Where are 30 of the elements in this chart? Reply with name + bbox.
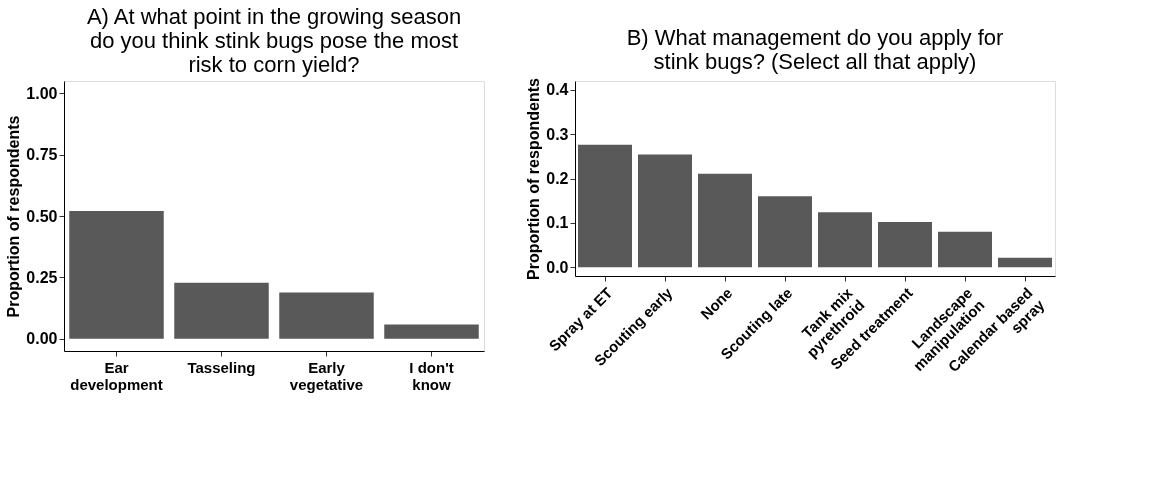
bar — [758, 196, 812, 268]
bar — [384, 324, 479, 339]
y-tick-label: 0.0 — [546, 258, 569, 276]
y-tick-label: 1.00 — [26, 84, 58, 102]
bar — [818, 212, 872, 268]
y-tick-label: 0.00 — [26, 330, 58, 348]
x-tick-label: I don't know — [409, 358, 454, 393]
x-tick-label: Ear development — [70, 358, 163, 393]
bar — [174, 282, 269, 339]
y-tick-label: 0.50 — [26, 207, 58, 225]
chart-title: A) At what point in the growing season do you think stink bugs pose the most risk to corn yield? — [86, 4, 462, 77]
bar — [698, 173, 752, 268]
bar — [878, 221, 932, 268]
y-tick-label: 0.25 — [26, 268, 58, 286]
x-tick-label: Tasseling — [187, 358, 256, 376]
bar — [69, 211, 164, 339]
y-tick-label: 0.1 — [546, 214, 569, 232]
chart-title: B) What management do you apply for stink bugs? (Select all that apply) — [626, 24, 1004, 74]
y-axis-title: Proportion of respondents — [525, 78, 543, 280]
bar — [998, 257, 1052, 268]
y-axis-title: Proportion of respondents — [5, 115, 23, 318]
bar — [938, 231, 992, 268]
x-tick-label: Early vegetative — [289, 358, 364, 393]
bar — [578, 144, 632, 268]
y-tick-label: 0.4 — [546, 81, 569, 99]
y-tick-label: 0.75 — [26, 146, 58, 164]
y-tick-label: 0.2 — [546, 170, 569, 187]
bar — [279, 292, 374, 339]
y-tick-label: 0.3 — [546, 125, 569, 143]
bar — [638, 154, 692, 268]
